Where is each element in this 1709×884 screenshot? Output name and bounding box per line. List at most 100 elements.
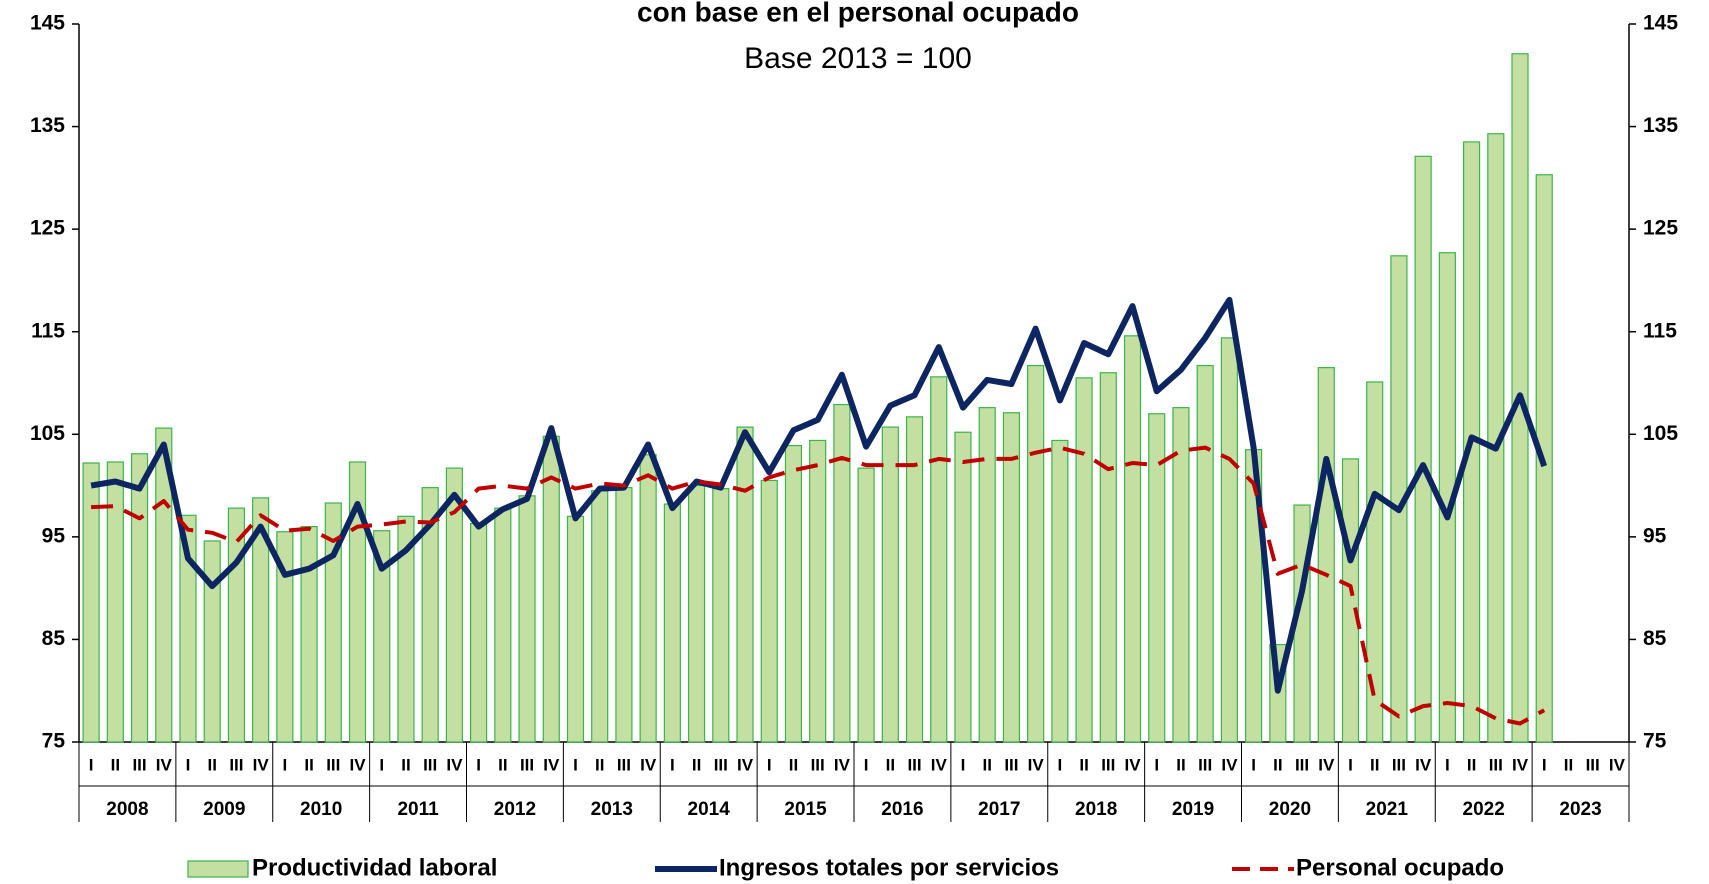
x-tick-label: I (379, 755, 384, 774)
bar (930, 376, 948, 743)
year-label: 2023 (1559, 799, 1601, 820)
x-tick-label: III (1295, 755, 1309, 774)
bar (1002, 412, 1021, 743)
x-tick-label: I (89, 755, 94, 774)
y-tick-label: 125 (30, 217, 65, 240)
y2-tick-label: 125 (1643, 217, 1678, 240)
y-tick-label: 105 (30, 422, 65, 445)
x-tick-label: IV (1124, 755, 1141, 774)
x-tick-label: III (907, 755, 921, 774)
x-tick-label: IV (931, 755, 948, 774)
x-tick-label: II (1564, 755, 1573, 774)
x-tick-label: IV (543, 755, 560, 774)
bar (809, 439, 827, 743)
x-tick-label: IV (1221, 755, 1238, 774)
bar (1075, 377, 1093, 743)
bar (784, 444, 803, 743)
x-tick-label: III (132, 755, 146, 774)
x-tick-label: II (1176, 755, 1185, 774)
x-tick-label: II (207, 755, 216, 774)
x-tick-label: II (498, 755, 507, 774)
x-tick-label: I (864, 755, 869, 774)
x-tick-label: II (1370, 755, 1379, 774)
x-tick-label: IV (253, 755, 270, 774)
y-tick-label: 85 (42, 627, 66, 650)
year-label: 2022 (1463, 799, 1505, 820)
bar (203, 540, 221, 743)
bar (615, 487, 633, 743)
x-tick-label: IV (1609, 755, 1626, 774)
x-tick-label: III (811, 755, 825, 774)
x-tick-label: I (1251, 755, 1256, 774)
x-tick-label: III (1392, 755, 1406, 774)
x-tick-label: I (670, 755, 675, 774)
bar (712, 488, 730, 743)
x-tick-label: I (961, 755, 966, 774)
x-tick-label: I (1542, 755, 1547, 774)
bar (518, 495, 536, 743)
x-tick-label: III (1004, 755, 1018, 774)
x-tick-label: II (886, 755, 895, 774)
bar (833, 403, 851, 743)
year-label: 2019 (1172, 799, 1214, 820)
line-series (90, 296, 1548, 694)
x-tick-label: II (789, 755, 798, 774)
bar (179, 514, 197, 743)
x-tick-label: III (617, 755, 631, 774)
chart-title: con base en el personal ocupado (637, 0, 1079, 27)
x-tick-label: I (573, 755, 578, 774)
bar (82, 462, 100, 743)
bar (1051, 439, 1069, 743)
bar (1148, 413, 1166, 743)
x-tick-label: IV (737, 755, 754, 774)
bar (591, 490, 609, 743)
year-label: 2008 (106, 799, 148, 820)
legend-swatch (187, 860, 249, 878)
x-tick-label: IV (156, 755, 173, 774)
x-tick-label: I (282, 755, 287, 774)
legend-label: Ingresos totales por servicios (719, 854, 1059, 881)
line-series (91, 445, 1546, 726)
x-tick-label: II (111, 755, 120, 774)
x-tick-label: II (595, 755, 604, 774)
bar (300, 525, 318, 743)
x-tick-label: II (1079, 755, 1088, 774)
x-tick-label: III (714, 755, 728, 774)
bar (106, 461, 124, 743)
x-tick-label: II (1273, 755, 1282, 774)
year-label: 2020 (1269, 799, 1311, 820)
bar (227, 507, 246, 743)
bar (276, 531, 294, 743)
legend-label: Productividad laboral (252, 854, 497, 881)
y2-tick-label: 85 (1643, 627, 1667, 650)
bar (445, 467, 463, 743)
x-tick-label: II (1467, 755, 1476, 774)
bar (1414, 155, 1432, 743)
year-label: 2009 (203, 799, 245, 820)
x-tick-label: IV (640, 755, 657, 774)
bar (954, 431, 972, 743)
y2-tick-label: 145 (1643, 12, 1678, 35)
x-tick-label: IV (446, 755, 463, 774)
x-tick-label: II (304, 755, 313, 774)
bar (1366, 381, 1384, 743)
bar (1099, 372, 1117, 743)
bar (373, 530, 391, 743)
y2-tick-label: 115 (1643, 319, 1677, 342)
x-tick-label: I (767, 755, 772, 774)
y-tick-label: 145 (30, 12, 65, 35)
chart-subtitle: Base 2013 = 100 (744, 42, 972, 75)
bar (566, 515, 585, 743)
bar (1123, 335, 1142, 743)
y2-tick-label: 135 (1643, 114, 1678, 137)
bar (470, 522, 488, 743)
y-tick-label: 75 (42, 730, 66, 753)
bar (905, 416, 924, 743)
year-label: 2018 (1075, 799, 1117, 820)
bar (1317, 367, 1335, 743)
y2-tick-label: 95 (1643, 524, 1667, 547)
bar (397, 515, 415, 743)
bar (663, 503, 681, 743)
year-label: 2014 (688, 799, 731, 820)
